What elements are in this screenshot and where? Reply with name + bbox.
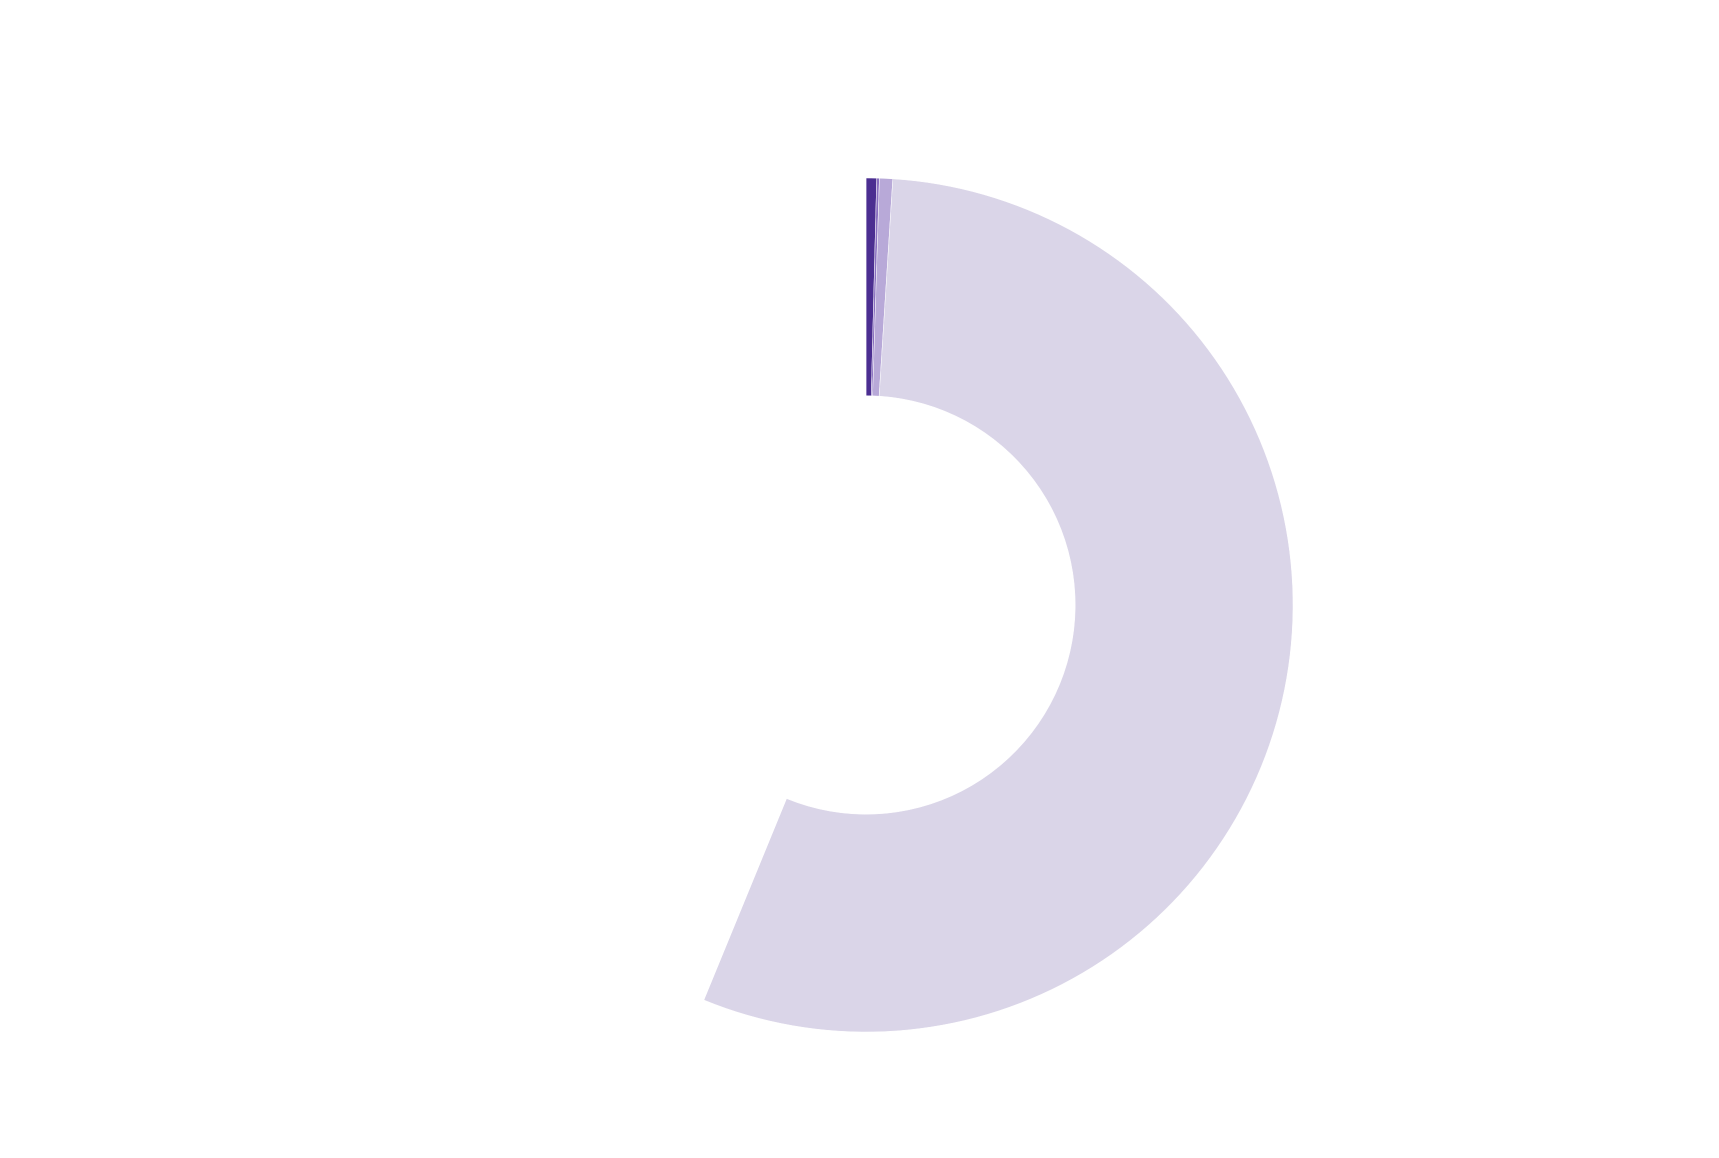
pie-slice xyxy=(703,178,1294,1033)
pie-slice xyxy=(438,177,867,1001)
